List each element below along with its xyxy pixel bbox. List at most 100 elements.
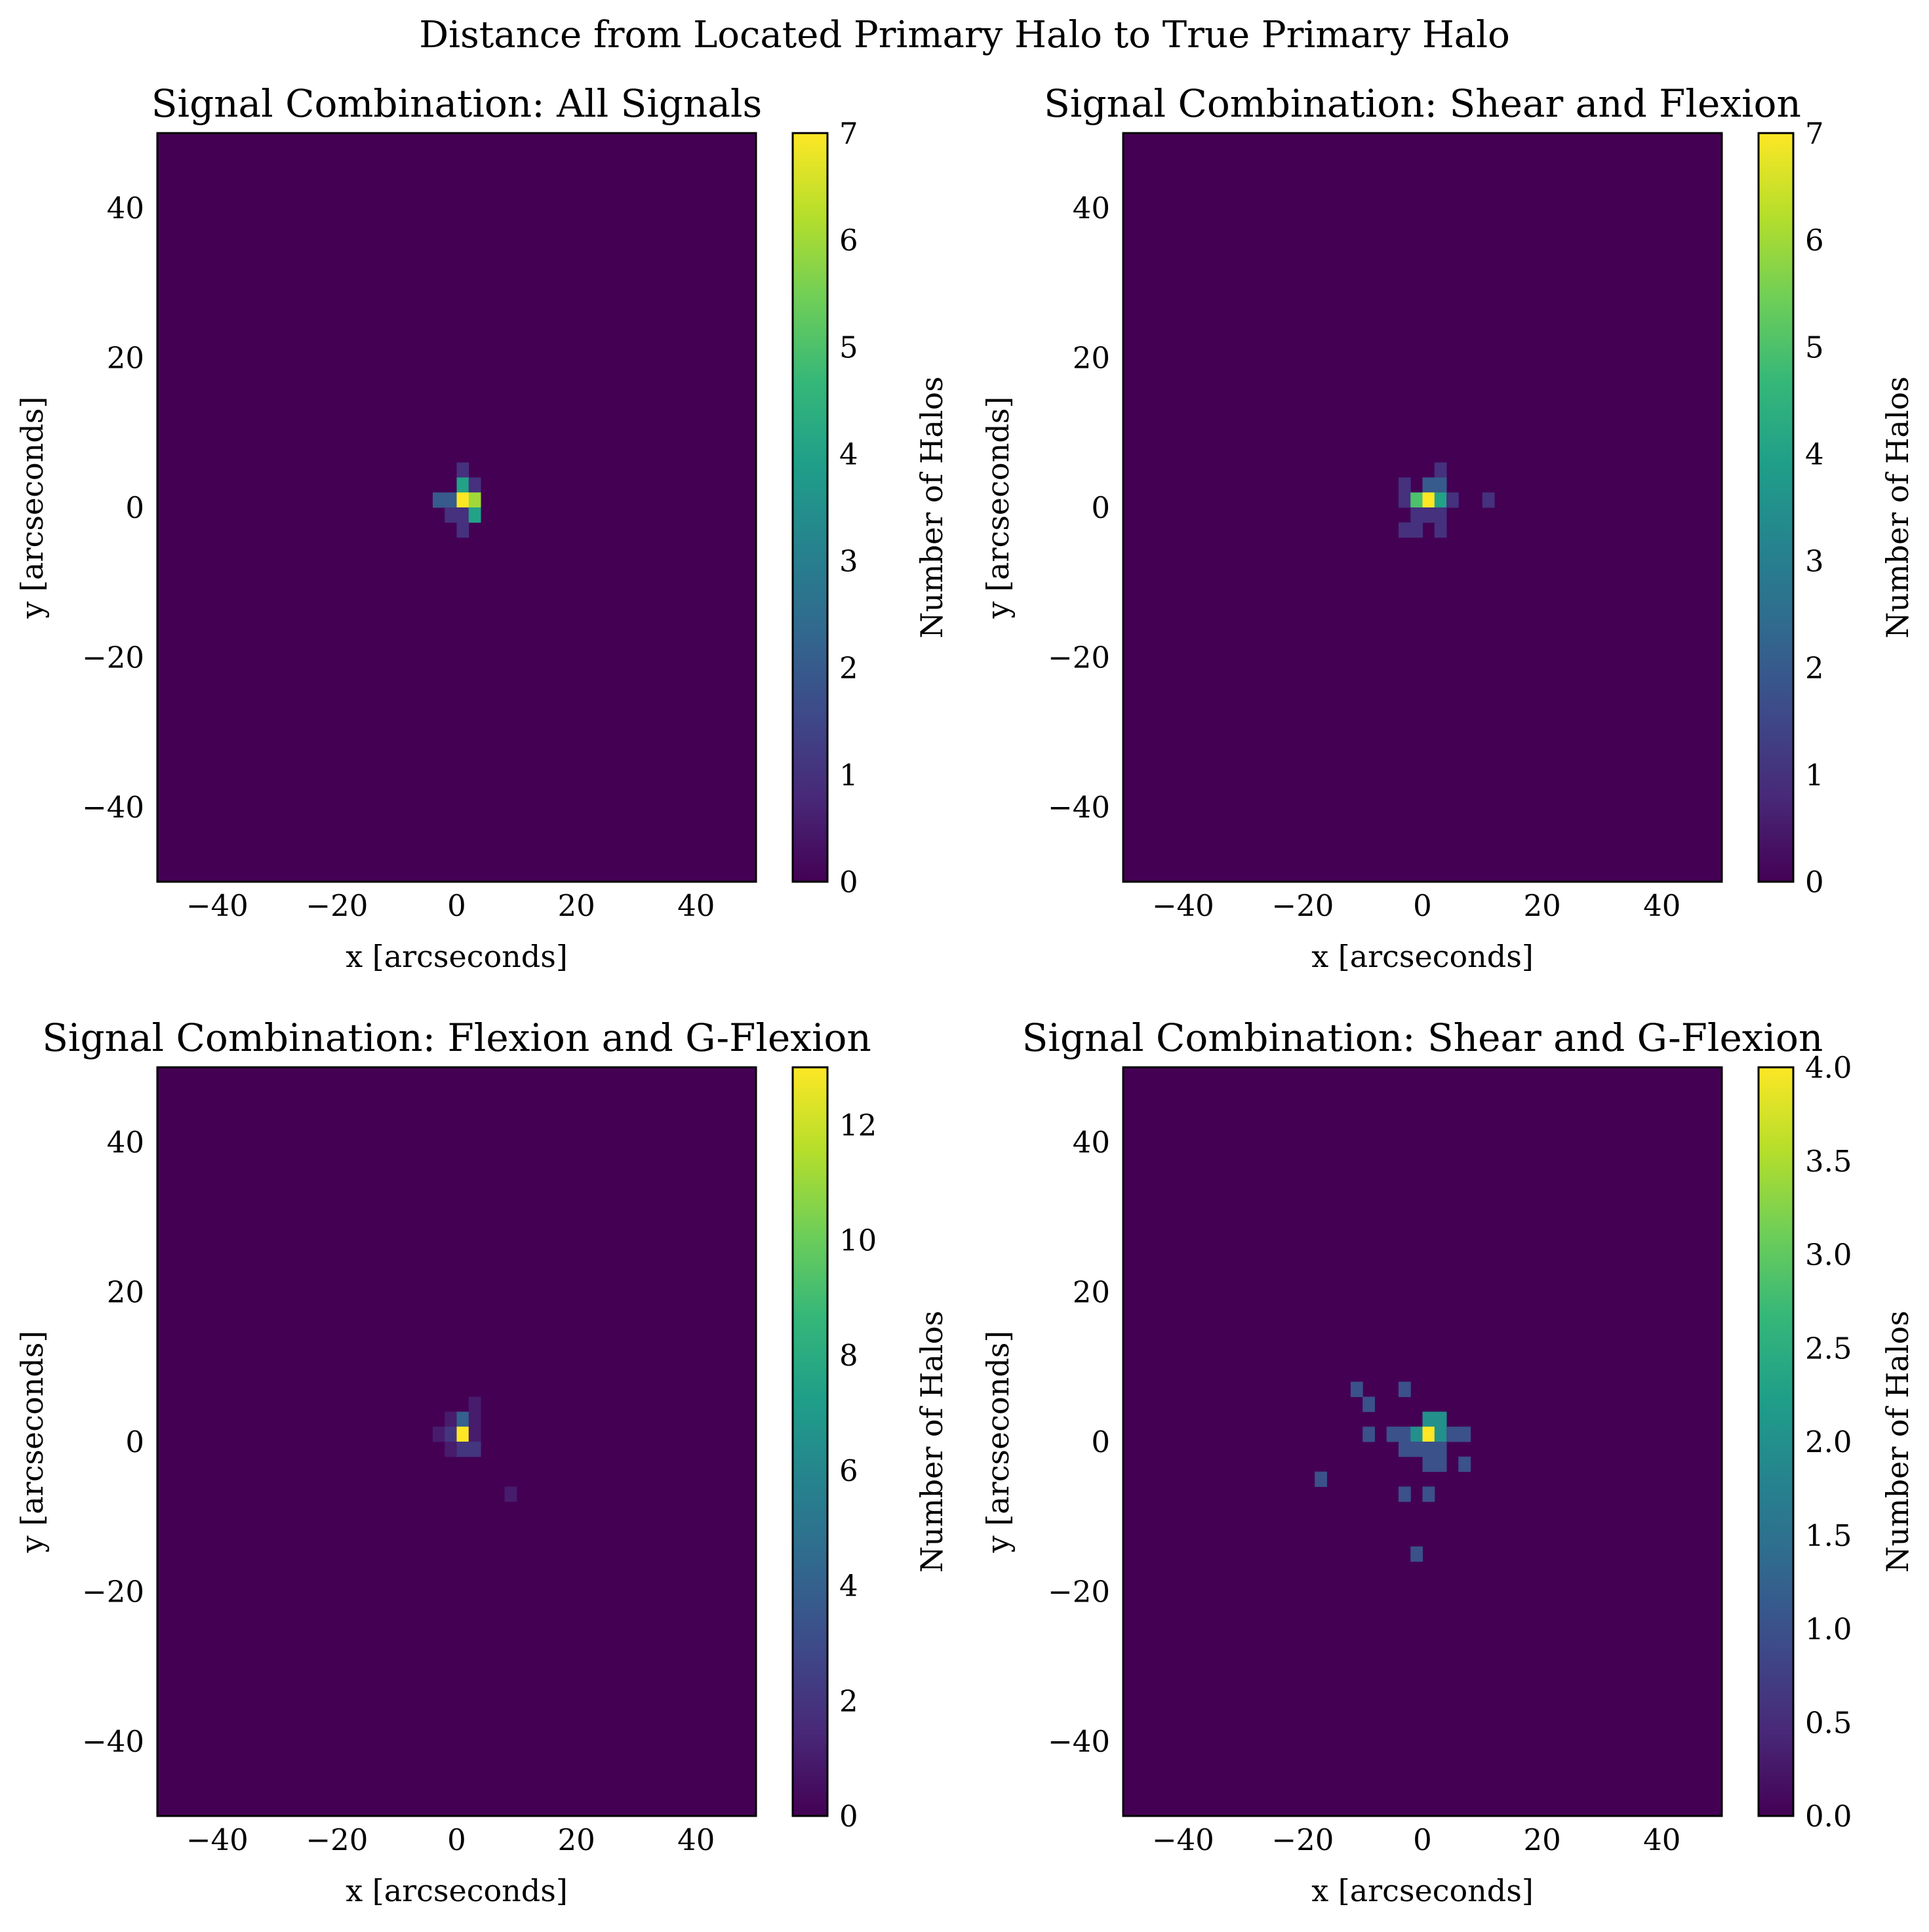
x-tick-label: 20 (557, 1823, 595, 1857)
heatmap-cell (445, 1427, 457, 1442)
colorbar-tick-label: 1 (839, 758, 858, 793)
colorbar-tick-label: 2.5 (1805, 1331, 1852, 1366)
x-axis-label: x [arcseconds] (346, 939, 568, 974)
x-tick-label: −20 (306, 1823, 368, 1857)
subplot-title: Signal Combination: Shear and Flexion (1044, 81, 1801, 126)
heatmap-cell (1434, 1427, 1447, 1442)
y-tick-label: −20 (82, 640, 144, 675)
heatmap-cell (1398, 1381, 1411, 1397)
heatmap-cell (468, 1427, 481, 1442)
subplot-2: Signal Combination: Shear and Flexion −40… (980, 81, 1915, 974)
colorbar-tick-label: 6 (839, 223, 858, 258)
y-axis-label: y [arcseconds] (14, 1331, 50, 1554)
y-tick-label: 0 (125, 490, 144, 525)
heatmap-cell (1410, 1546, 1423, 1562)
heatmap-cell (456, 492, 469, 508)
colorbar-tick-label: 4 (839, 1569, 858, 1604)
heatmap-cell (445, 1411, 457, 1427)
colorbar-tick-label: 0.5 (1805, 1705, 1852, 1740)
x-tick-label: 40 (677, 888, 715, 923)
x-tick-label: −40 (1152, 888, 1214, 923)
heatmap-cell (1434, 1411, 1447, 1427)
subplot-3: Signal Combination: Flexion and G-Flexio… (14, 1015, 949, 1908)
y-tick-label: −40 (82, 790, 144, 825)
y-tick-label: 40 (107, 191, 144, 226)
x-axis-label: x [arcseconds] (346, 1873, 568, 1908)
heatmap-cell (1422, 1427, 1435, 1442)
colorbar (791, 1066, 829, 1817)
colorbar-tick-label: 1 (1805, 758, 1824, 793)
colorbar-label: Number of Halos (1880, 1311, 1915, 1573)
colorbar-tick-label: 3 (1805, 544, 1824, 579)
heatmap-cell (1422, 1411, 1435, 1427)
heatmap-cell (1410, 522, 1423, 538)
x-tick-label: −40 (1152, 1823, 1214, 1857)
axes-frame (156, 132, 757, 883)
y-tick-label: 20 (1073, 341, 1110, 376)
x-tick-label: −20 (306, 888, 368, 923)
x-tick-label: 40 (677, 1823, 715, 1857)
heatmap-cell (1422, 477, 1435, 493)
subplot-1: Signal Combination: All Signals−40 −20 0 20… (14, 81, 949, 974)
x-tick-label: 0 (447, 1823, 466, 1857)
heatmap-cell (1410, 1427, 1423, 1442)
colorbar-tick-label: 12 (839, 1108, 877, 1143)
heatmap-cell (456, 1427, 469, 1442)
heatmap-cell (1398, 1486, 1411, 1502)
colorbar-label: Number of Halos (1880, 376, 1915, 639)
y-tick-label: 40 (107, 1125, 144, 1160)
heatmap-cell (1434, 522, 1447, 538)
heatmap-cell (1422, 1486, 1435, 1502)
heatmap-cell (445, 507, 457, 523)
colorbar-tick-label: 1.0 (1805, 1612, 1852, 1647)
axes-frame (1122, 1066, 1723, 1817)
y-tick-label: −20 (1048, 1574, 1110, 1609)
y-tick-label: −40 (1048, 790, 1110, 825)
colorbar-tick-label: 7 (1805, 116, 1824, 151)
heatmap-cell (504, 1486, 517, 1502)
colorbar-tick-label: 5 (1805, 330, 1824, 365)
x-tick-label: 0 (1413, 1823, 1432, 1857)
heatmap-cell (1482, 492, 1495, 508)
x-tick-label: 40 (1643, 1823, 1680, 1857)
figure-suptitle: Distance from Located Primary Halo to Tr… (419, 14, 1510, 56)
x-tick-label: 40 (1643, 888, 1680, 923)
heatmap-cell (1398, 522, 1411, 538)
heatmap-cell (456, 1442, 469, 1457)
heatmap-cell (1434, 1456, 1447, 1472)
heatmap-cell (1410, 1442, 1423, 1457)
colorbar-tick-label: 2 (839, 1684, 858, 1718)
colorbar-tick-label: 10 (839, 1223, 877, 1258)
heatmap-cell (1362, 1427, 1375, 1442)
colorbar-tick-label: 4 (1805, 437, 1824, 471)
y-tick-label: 20 (1073, 1275, 1110, 1310)
heatmap-cell (1434, 1442, 1447, 1457)
y-tick-label: 0 (1091, 1425, 1110, 1459)
axes-frame (1122, 132, 1723, 883)
heatmap-cell (456, 477, 469, 493)
heatmap-cell (468, 507, 481, 523)
heatmap-cell (468, 477, 481, 493)
colorbar-tick-label: 0 (1805, 865, 1824, 899)
heatmap-cell (1398, 1427, 1411, 1442)
x-tick-label: 0 (447, 888, 466, 923)
colorbar-tick-label: 2 (1805, 651, 1824, 686)
y-tick-label: −40 (82, 1724, 144, 1759)
heatmap-cell (445, 1442, 457, 1457)
heatmap-cell (456, 507, 469, 523)
y-tick-label: 40 (1073, 1125, 1110, 1160)
heatmap-cell (1410, 492, 1423, 508)
x-tick-label: 0 (1413, 888, 1432, 923)
colorbar-tick-label: 6 (839, 1453, 858, 1488)
heatmap-cell (456, 462, 469, 478)
heatmap-cell (432, 1427, 445, 1442)
heatmap-cell (1398, 1442, 1411, 1457)
y-axis-label: y [arcseconds] (980, 1331, 1016, 1554)
heatmap-cell (456, 522, 469, 538)
y-axis-label: y [arcseconds] (980, 397, 1016, 620)
heatmap-cell (1362, 1396, 1375, 1412)
heatmap-cell (432, 492, 445, 508)
subplot-title: Signal Combination: Flexion and G-Flexio… (42, 1015, 871, 1060)
